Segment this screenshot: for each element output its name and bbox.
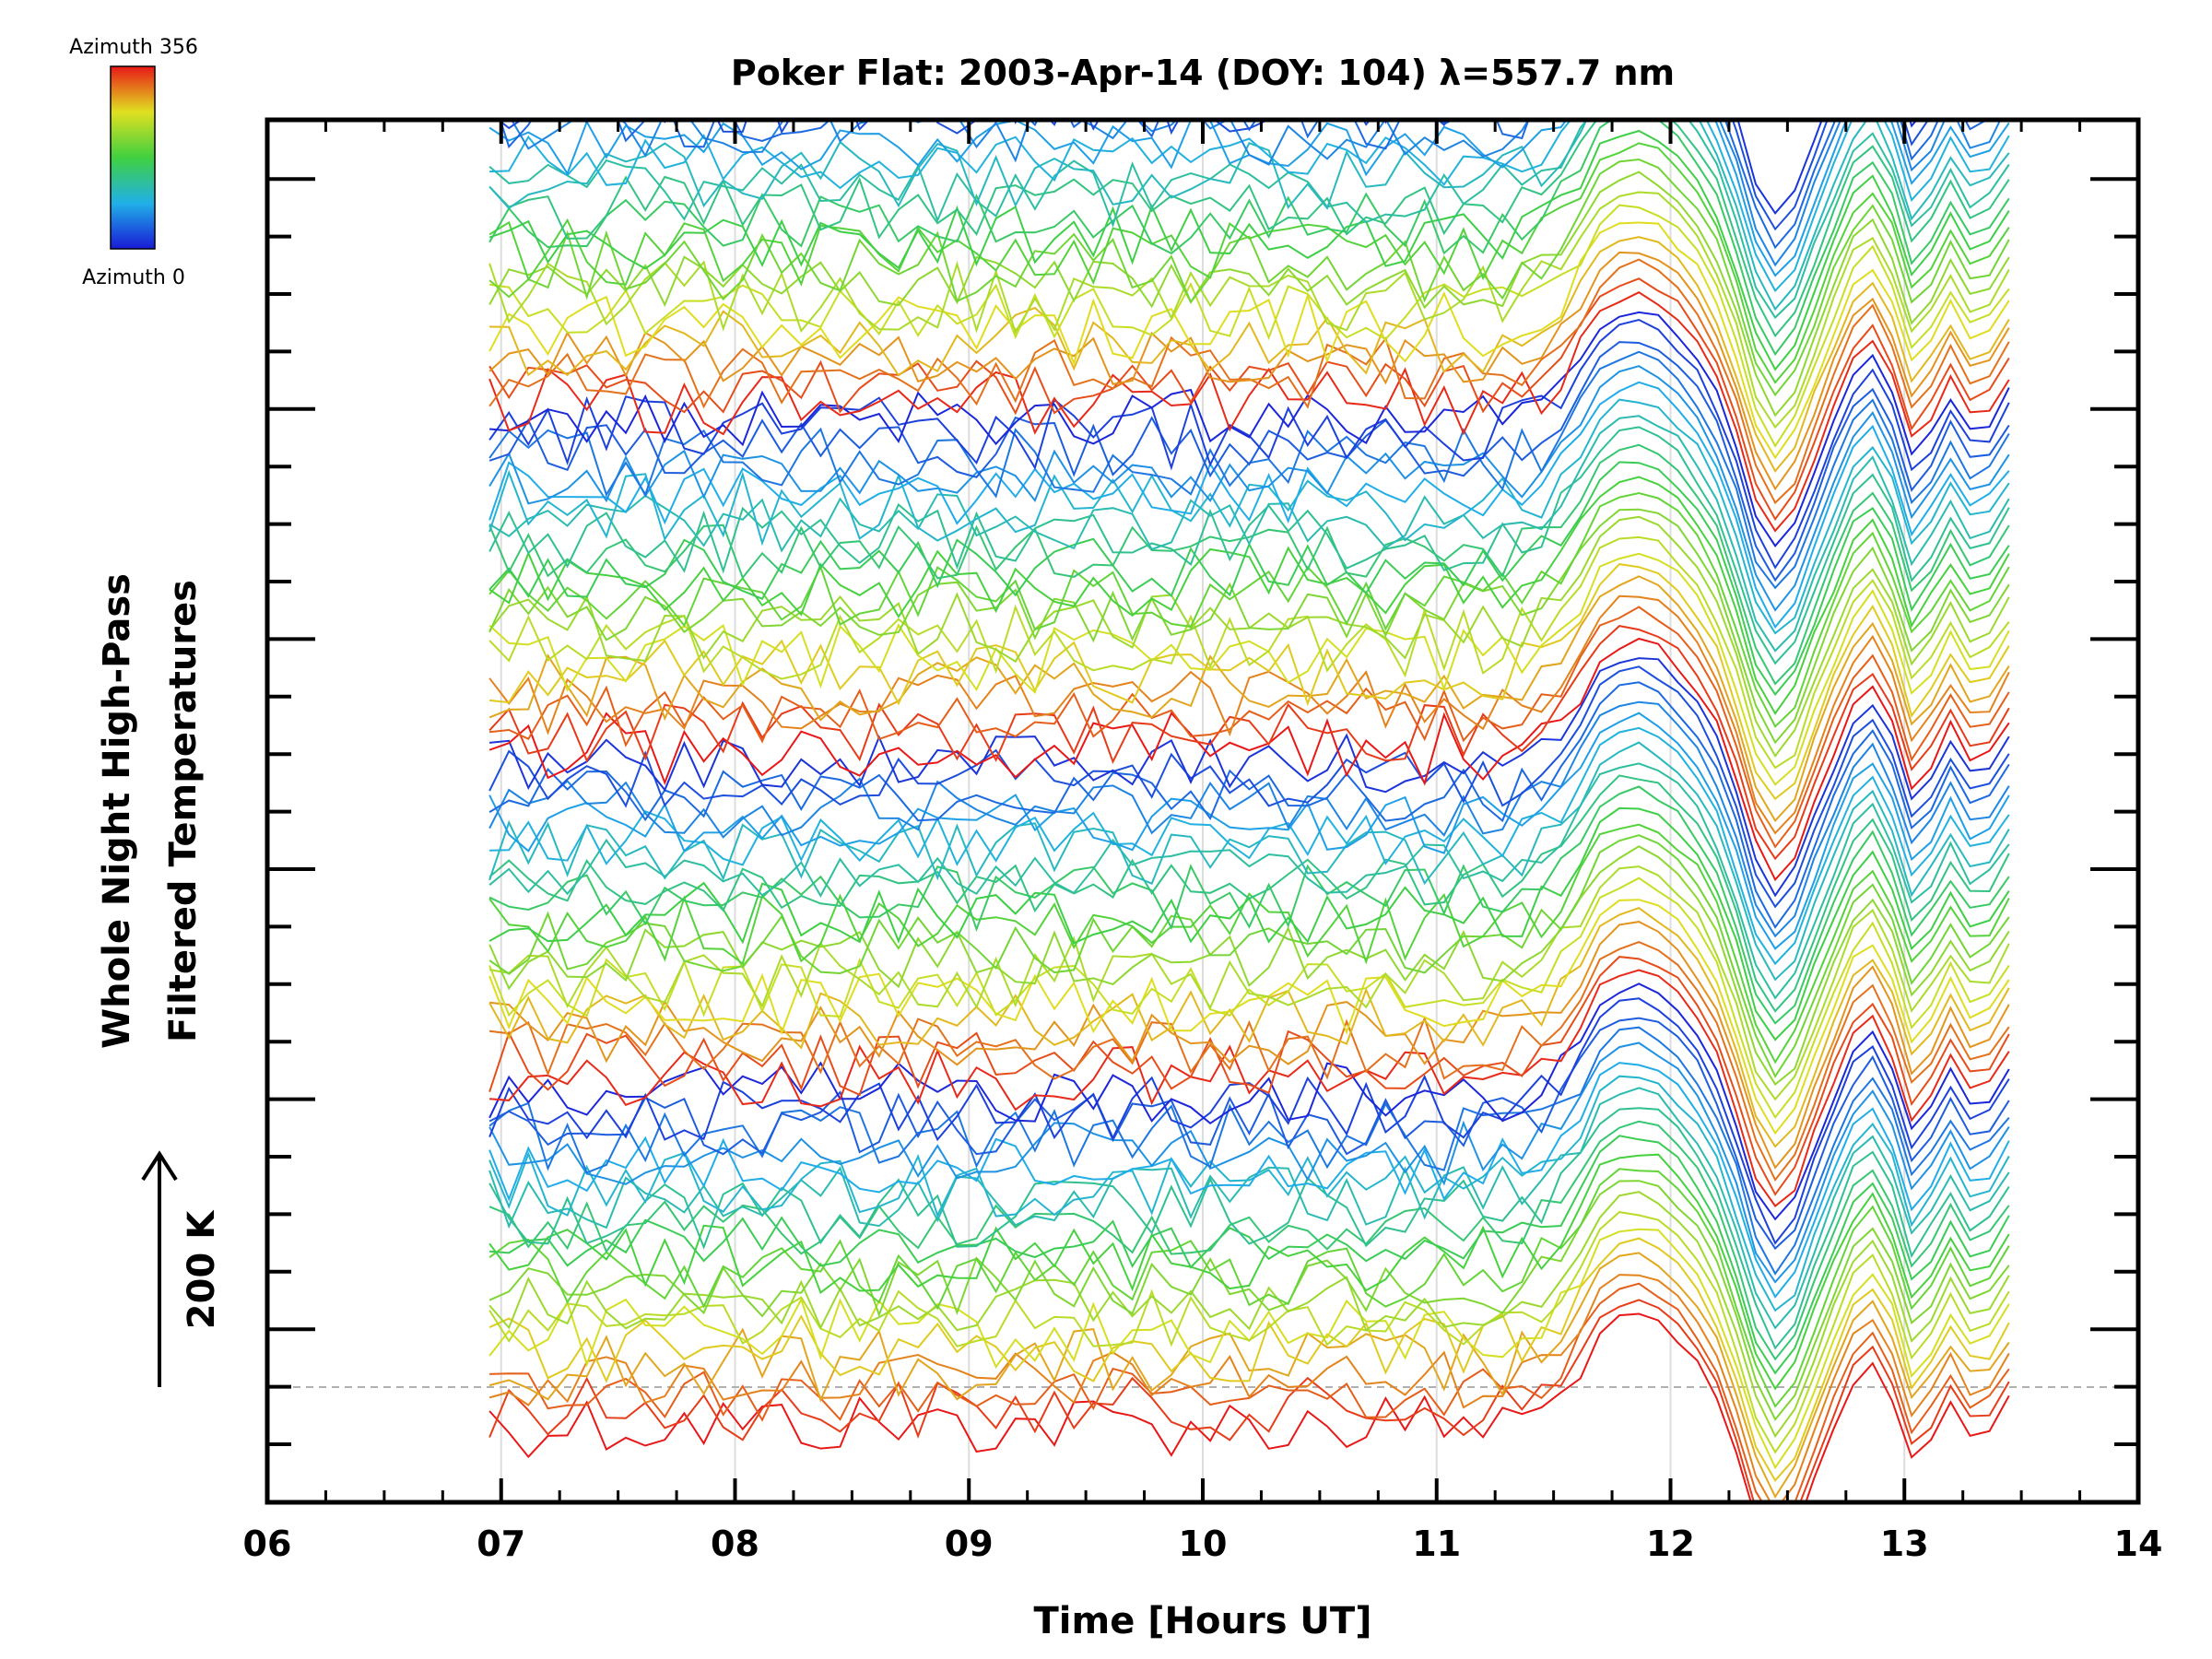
series-line — [488, 120, 2010, 312]
series-line — [488, 606, 2010, 849]
x-axis-label: Time [Hours UT] — [1034, 1600, 1372, 1642]
series-line — [488, 625, 2010, 861]
series-line — [488, 712, 2010, 950]
series-line — [488, 865, 2010, 1101]
series-line — [488, 1252, 2010, 1500]
series-line — [488, 535, 2010, 770]
series-line — [489, 311, 2010, 547]
series-line — [488, 834, 2010, 1078]
chart-title: Poker Flat: 2003-Apr-14 (DOY: 104) λ=557… — [731, 53, 1675, 93]
series-line — [510, 120, 2002, 267]
series-line — [488, 1017, 2010, 1251]
axis-ticks — [265, 120, 2140, 1502]
series-line — [488, 1299, 2010, 1502]
series-line — [488, 1041, 2010, 1284]
series-line — [488, 785, 2010, 1025]
series-line — [488, 204, 2010, 448]
x-tick-label: 10 — [1179, 1524, 1228, 1564]
series-line — [488, 1168, 2010, 1408]
series-line — [488, 277, 2010, 522]
series-line — [489, 969, 2010, 1207]
colorbar-top-label: Azimuth 356 — [69, 36, 198, 59]
series-line — [488, 426, 2010, 665]
series-line — [488, 741, 2010, 982]
series-line — [488, 906, 2010, 1148]
series-line — [488, 665, 2010, 909]
series-line — [488, 563, 2010, 801]
colorbar — [110, 65, 156, 250]
series-line — [488, 982, 2010, 1221]
series-line — [488, 415, 2010, 653]
series-line — [488, 443, 2010, 686]
series-line — [489, 236, 2010, 473]
series-line — [488, 1312, 2010, 1502]
series-line — [489, 726, 2010, 966]
series-line — [488, 191, 2010, 429]
series-line — [488, 1026, 2010, 1276]
series-line — [488, 997, 2010, 1245]
series-line — [488, 1237, 2010, 1483]
series-line — [488, 1274, 2010, 1502]
series-line — [488, 845, 2010, 1086]
series-line — [497, 120, 1930, 231]
x-tick-label: 13 — [1880, 1524, 1929, 1564]
colorbar-bottom-label: Azimuth 0 — [82, 266, 185, 289]
series-line — [488, 774, 2010, 1013]
series-line — [488, 1153, 2010, 1391]
series-line — [1013, 120, 1918, 215]
series-line — [489, 1135, 2010, 1375]
x-tick-label: 08 — [711, 1524, 759, 1564]
x-tick-label: 11 — [1412, 1524, 1461, 1564]
series-line — [488, 1120, 2010, 1361]
series-line — [488, 1087, 2010, 1330]
x-tick-label: 07 — [477, 1524, 525, 1564]
series-line — [488, 365, 2010, 612]
series-line — [488, 1062, 2010, 1299]
series-line — [488, 491, 2010, 728]
series-line — [488, 398, 2010, 635]
series-line — [488, 1180, 2010, 1421]
series-line — [488, 1211, 2010, 1454]
series-line — [488, 120, 2010, 338]
series-line — [488, 899, 2010, 1135]
series-line — [488, 1075, 2010, 1312]
series-line — [489, 120, 2010, 293]
series-line — [489, 657, 2010, 898]
y-axis-label-line1: Whole Night High-Pass — [96, 573, 138, 1049]
x-tick-labels: 06 07 08 09 10 11 12 13 14 — [243, 1524, 2163, 1564]
series-line — [488, 291, 2010, 533]
series-line — [488, 251, 2010, 491]
y-axis-label-line2: Filtered Temperatures — [162, 580, 205, 1042]
scale-arrowhead — [141, 1150, 178, 1182]
x-tick-label: 09 — [945, 1524, 994, 1564]
series-line — [488, 637, 2010, 882]
series-line — [499, 120, 1989, 250]
series-line — [488, 341, 2010, 582]
series-line — [488, 681, 2010, 929]
series-line — [488, 129, 2010, 371]
series-line — [488, 258, 2010, 505]
series-line — [488, 221, 2010, 460]
x-tick-label: 14 — [2114, 1524, 2163, 1564]
series-line — [488, 877, 2010, 1119]
series-group — [488, 120, 2010, 1502]
series-line — [488, 552, 2010, 786]
series-line — [488, 381, 2010, 629]
series-line — [488, 120, 2010, 320]
series-line — [488, 142, 2010, 384]
series-line — [488, 700, 2010, 938]
scale-label: 200 K — [181, 1209, 223, 1329]
series-line — [488, 941, 2010, 1182]
series-line — [488, 1107, 2010, 1350]
series-line — [488, 158, 2010, 397]
series-line — [488, 823, 2010, 1065]
series-line — [488, 762, 2010, 1000]
series-line — [488, 508, 2010, 745]
series-line — [488, 921, 2010, 1170]
x-tick-label: 12 — [1646, 1524, 1695, 1564]
x-tick-label: 06 — [243, 1524, 292, 1564]
series-line — [488, 120, 2010, 357]
